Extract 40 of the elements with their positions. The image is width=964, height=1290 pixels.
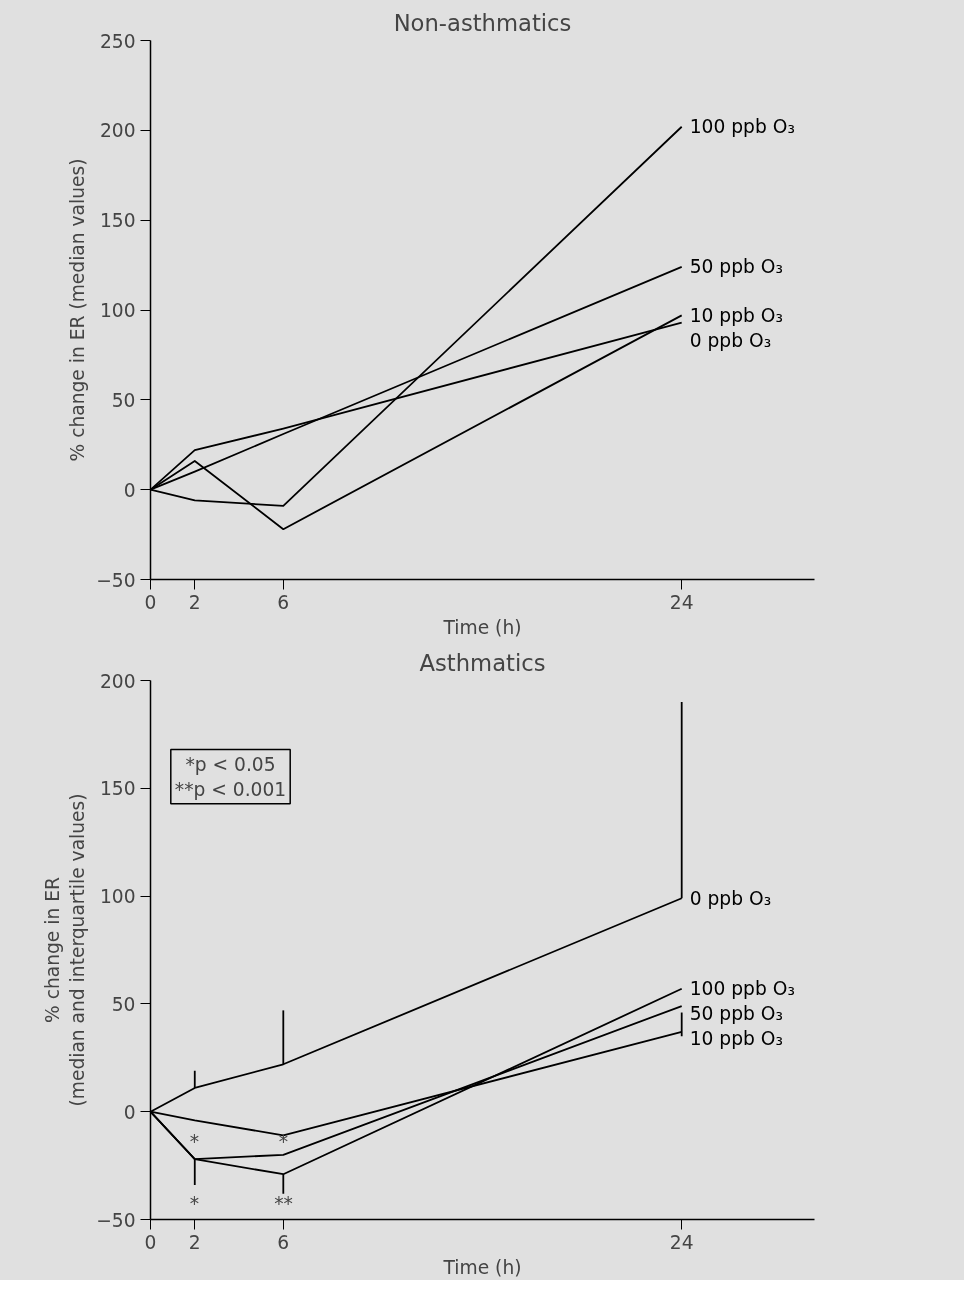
chart-title: Non-asthmatics: [393, 9, 572, 36]
x-tick-label: 0: [144, 1231, 157, 1253]
y-tick-label: 200: [99, 120, 136, 142]
x-axis-title: Time (h): [442, 1256, 522, 1278]
y-tick-label: 150: [99, 778, 136, 800]
series-label: 50 ppb O₃: [689, 1003, 783, 1025]
annotation: *p < 0.05 **p < 0.001: [174, 753, 287, 800]
annotation: *: [278, 1131, 289, 1152]
x-tick-label: 6: [277, 591, 290, 613]
annotation: *: [189, 1131, 200, 1152]
chart-title: Asthmatics: [419, 649, 546, 676]
x-tick-label: 2: [188, 591, 201, 613]
y-tick-label: 250: [99, 30, 136, 52]
series-label: 100 ppb O₃: [689, 116, 795, 138]
y-tick-label: −50: [96, 1209, 136, 1231]
series-label: 50 ppb O₃: [689, 256, 783, 278]
y-tick-label: 100: [99, 300, 136, 321]
y-axis-title: % change in ER (median values): [67, 158, 89, 462]
x-tick-label: 2: [188, 1231, 201, 1253]
annotation: *: [189, 1193, 200, 1214]
annotation: **: [274, 1193, 293, 1214]
y-tick-label: 50: [111, 389, 136, 411]
y-tick-label: −50: [96, 569, 136, 591]
y-tick-label: 200: [99, 670, 136, 692]
x-tick-label: 0: [144, 591, 157, 613]
x-axis-title: Time (h): [442, 616, 522, 638]
y-tick-label: 0: [123, 479, 136, 501]
x-tick-label: 24: [669, 1231, 694, 1253]
series-label: 10 ppb O₃: [689, 1028, 783, 1050]
y-axis-title: % change in ER (median and interquartile values): [41, 793, 89, 1107]
series-label: 10 ppb O₃: [689, 304, 783, 326]
y-tick-label: 100: [99, 886, 136, 908]
x-tick-label: 6: [277, 1231, 290, 1253]
series-label: 0 ppb O₃: [689, 887, 772, 909]
y-tick-label: 150: [99, 210, 136, 232]
series-label: 0 ppb O₃: [689, 329, 772, 351]
series-label: 100 ppb O₃: [689, 978, 795, 1000]
x-tick-label: 24: [669, 591, 694, 613]
y-tick-label: 0: [123, 1101, 136, 1123]
y-tick-label: 50: [111, 993, 136, 1015]
